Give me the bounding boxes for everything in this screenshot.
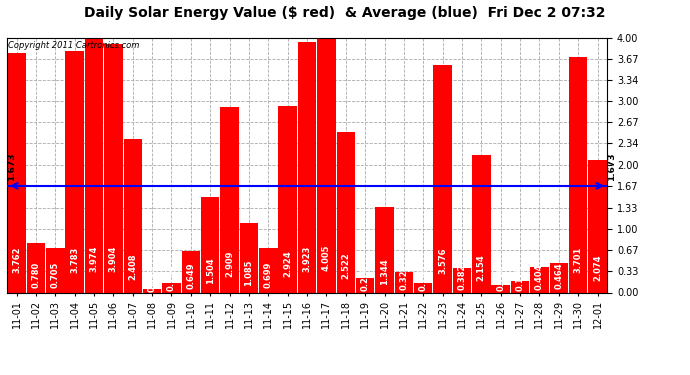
Bar <box>433 64 452 292</box>
Text: Daily Solar Energy Value ($ red)  & Average (blue)  Fri Dec 2 07:32: Daily Solar Energy Value ($ red) & Avera… <box>84 6 606 20</box>
Bar <box>317 37 335 292</box>
Text: 1.085: 1.085 <box>244 260 253 286</box>
Bar <box>337 132 355 292</box>
Text: 1.673: 1.673 <box>8 152 17 181</box>
Text: 0.154: 0.154 <box>167 264 176 291</box>
Bar <box>298 42 316 292</box>
Text: 0.155: 0.155 <box>419 264 428 291</box>
Text: 3.783: 3.783 <box>70 246 79 273</box>
Text: 2.924: 2.924 <box>283 251 292 277</box>
Text: 3.701: 3.701 <box>573 247 582 273</box>
Bar <box>472 155 491 292</box>
Text: 2.522: 2.522 <box>342 252 351 279</box>
Bar <box>162 283 181 292</box>
Text: 0.404: 0.404 <box>535 263 544 290</box>
Text: 0.220: 0.220 <box>361 264 370 291</box>
Text: Copyright 2011 Cartronics.com: Copyright 2011 Cartronics.com <box>8 41 139 50</box>
Bar <box>259 248 277 292</box>
Bar <box>279 106 297 292</box>
Text: 3.904: 3.904 <box>109 246 118 272</box>
Bar <box>85 39 104 292</box>
Bar <box>375 207 394 292</box>
Bar <box>104 44 123 292</box>
Text: 1.504: 1.504 <box>206 258 215 284</box>
Text: 3.923: 3.923 <box>302 246 312 272</box>
Text: 2.909: 2.909 <box>225 251 234 277</box>
Bar <box>530 267 549 292</box>
Bar <box>124 139 142 292</box>
Text: 0.382: 0.382 <box>457 264 466 290</box>
Text: 0.705: 0.705 <box>51 262 60 288</box>
Text: 0.179: 0.179 <box>515 265 524 291</box>
Text: 0.110: 0.110 <box>496 265 505 291</box>
Text: 0.464: 0.464 <box>554 263 563 290</box>
Bar <box>220 107 239 292</box>
Text: 0.649: 0.649 <box>186 262 195 288</box>
Text: 3.576: 3.576 <box>438 247 447 274</box>
Bar <box>8 53 26 292</box>
Bar <box>395 272 413 292</box>
Bar <box>569 57 587 292</box>
Text: 0.053: 0.053 <box>148 265 157 292</box>
Text: 3.974: 3.974 <box>90 245 99 272</box>
Text: 1.673: 1.673 <box>607 152 615 181</box>
Bar <box>181 251 200 292</box>
Text: 4.005: 4.005 <box>322 245 331 272</box>
Text: 2.154: 2.154 <box>477 254 486 281</box>
Bar <box>589 160 607 292</box>
Bar <box>143 289 161 292</box>
Bar <box>414 283 433 292</box>
Bar <box>511 281 529 292</box>
Text: 1.344: 1.344 <box>380 258 389 285</box>
Bar <box>550 263 568 292</box>
Bar <box>66 51 84 292</box>
Text: 2.408: 2.408 <box>128 253 137 280</box>
Bar <box>27 243 45 292</box>
Bar <box>46 248 64 292</box>
Text: 3.762: 3.762 <box>12 246 21 273</box>
Bar <box>356 279 375 292</box>
Bar <box>201 196 219 292</box>
Bar <box>453 268 471 292</box>
Text: 2.074: 2.074 <box>593 255 602 281</box>
Text: 0.780: 0.780 <box>32 262 41 288</box>
Bar <box>491 285 510 292</box>
Text: 0.699: 0.699 <box>264 262 273 288</box>
Text: 0.322: 0.322 <box>400 264 408 290</box>
Bar <box>239 224 258 292</box>
